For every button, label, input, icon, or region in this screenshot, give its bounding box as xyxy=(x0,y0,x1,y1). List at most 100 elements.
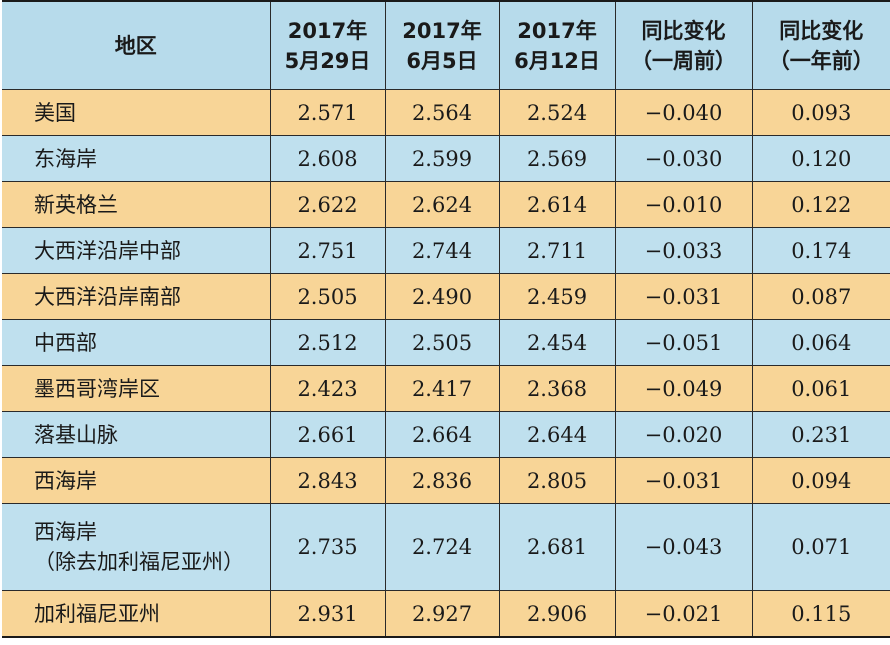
region-label: 美国 xyxy=(34,100,76,125)
value-cell: 2.836 xyxy=(384,457,500,504)
region-label: （除去加利福尼亚州） xyxy=(34,550,244,574)
table-row: 墨西哥湾岸区 2.423 2.417 2.368 −0.049 0.061 xyxy=(2,365,890,412)
column-header-text: 5月29日 xyxy=(284,48,371,73)
table-row: 大西洋沿岸南部 2.505 2.490 2.459 −0.031 0.087 xyxy=(2,273,890,320)
region-cell: 西海岸 xyxy=(2,457,271,504)
region-label: 落基山脉 xyxy=(34,422,118,447)
column-header-text: （一周前） xyxy=(631,48,736,73)
column-header-text: （一年前） xyxy=(768,48,874,73)
column-header: 地区 xyxy=(2,0,271,90)
value-cell: 0.231 xyxy=(751,411,890,458)
region-cell: 大西洋沿岸南部 xyxy=(2,273,271,320)
table-body: 美国 2.571 2.564 2.524 −0.040 0.093 东海岸 2.608 2.59… xyxy=(2,89,890,638)
value-cell: 0.174 xyxy=(751,227,890,274)
value-cell: 2.805 xyxy=(498,457,616,504)
region-label: 加利福尼亚州 xyxy=(34,601,160,626)
value-cell: 2.906 xyxy=(498,590,616,638)
table-row: 加利福尼亚州 2.931 2.927 2.906 −0.021 0.115 xyxy=(2,590,890,638)
region-cell: 美国 xyxy=(2,89,271,136)
column-header-text: 6月5日 xyxy=(406,48,478,73)
header-row: 地区 2017年 5月29日 2017年 6月5日 2017年 6月12日 同比变化 （一周前）… xyxy=(2,0,890,90)
value-cell: 2.744 xyxy=(384,227,500,274)
table-row: 落基山脉 2.661 2.664 2.644 −0.020 0.231 xyxy=(2,411,890,458)
column-header: 2017年 6月5日 xyxy=(384,0,500,90)
column-header-text: 2017年 xyxy=(287,18,368,43)
value-cell: 2.661 xyxy=(269,411,386,458)
value-cell: 0.071 xyxy=(751,503,890,591)
value-cell: −0.021 xyxy=(614,590,753,638)
value-cell: 2.490 xyxy=(384,273,500,320)
column-header-text: 地区 xyxy=(114,33,157,58)
value-cell: −0.043 xyxy=(614,503,753,591)
region-label: 中西部 xyxy=(34,330,97,355)
region-cell: 大西洋沿岸中部 xyxy=(2,227,271,274)
value-cell: 2.417 xyxy=(384,365,500,412)
value-cell: 2.459 xyxy=(498,273,616,320)
value-cell: 0.061 xyxy=(751,365,890,412)
value-cell: −0.031 xyxy=(614,273,753,320)
region-label: 西海岸 xyxy=(34,468,97,493)
value-cell: 2.423 xyxy=(269,365,386,412)
region-label: 大西洋沿岸南部 xyxy=(34,284,181,309)
value-cell: 0.122 xyxy=(751,181,890,228)
value-cell: 0.087 xyxy=(751,273,890,320)
value-cell: 2.505 xyxy=(384,319,500,366)
column-header: 2017年 5月29日 xyxy=(269,0,386,90)
column-header-text: 6月12日 xyxy=(514,48,600,73)
value-cell: 2.599 xyxy=(384,135,500,182)
value-cell: −0.020 xyxy=(614,411,753,458)
value-cell: 2.368 xyxy=(498,365,616,412)
value-cell: 2.624 xyxy=(384,181,500,228)
value-cell: −0.031 xyxy=(614,457,753,504)
value-cell: −0.030 xyxy=(614,135,753,182)
region-cell: 东海岸 xyxy=(2,135,271,182)
region-cell: 中西部 xyxy=(2,319,271,366)
value-cell: 0.094 xyxy=(751,457,890,504)
column-header: 同比变化 （一周前） xyxy=(614,0,753,90)
column-header: 2017年 6月12日 xyxy=(498,0,616,90)
value-cell: 2.564 xyxy=(384,89,500,136)
table-row: 西海岸 2.843 2.836 2.805 −0.031 0.094 xyxy=(2,457,890,504)
value-cell: 2.927 xyxy=(384,590,500,638)
region-cell: 墨西哥湾岸区 xyxy=(2,365,271,412)
region-label: 东海岸 xyxy=(34,146,97,171)
column-header: 同比变化 （一年前） xyxy=(751,0,890,90)
value-cell: 2.681 xyxy=(498,503,616,591)
table-row: 新英格兰 2.622 2.624 2.614 −0.010 0.122 xyxy=(2,181,890,228)
value-cell: 0.120 xyxy=(751,135,890,182)
value-cell: −0.040 xyxy=(614,89,753,136)
region-cell: 落基山脉 xyxy=(2,411,271,458)
value-cell: 2.571 xyxy=(269,89,386,136)
column-header-text: 2017年 xyxy=(517,18,597,43)
value-cell: 2.751 xyxy=(269,227,386,274)
value-cell: 0.064 xyxy=(751,319,890,366)
value-cell: 2.664 xyxy=(384,411,500,458)
column-header-text: 同比变化 xyxy=(779,18,864,43)
value-cell: −0.051 xyxy=(614,319,753,366)
value-cell: 2.512 xyxy=(269,319,386,366)
value-cell: −0.010 xyxy=(614,181,753,228)
value-cell: 2.711 xyxy=(498,227,616,274)
table-row: 中西部 2.512 2.505 2.454 −0.051 0.064 xyxy=(2,319,890,366)
value-cell: 2.454 xyxy=(498,319,616,366)
region-label: 西海岸 xyxy=(34,520,97,544)
table-row: 大西洋沿岸中部 2.751 2.744 2.711 −0.033 0.174 xyxy=(2,227,890,274)
value-cell: 2.505 xyxy=(269,273,386,320)
region-label: 新英格兰 xyxy=(34,192,118,217)
value-cell: −0.049 xyxy=(614,365,753,412)
value-cell: 2.843 xyxy=(269,457,386,504)
value-cell: 0.115 xyxy=(751,590,890,638)
value-cell: 2.644 xyxy=(498,411,616,458)
column-header-text: 2017年 xyxy=(402,18,482,43)
column-header-text: 同比变化 xyxy=(641,18,726,43)
value-cell: 2.622 xyxy=(269,181,386,228)
region-label: 大西洋沿岸中部 xyxy=(34,238,181,263)
value-cell: 2.735 xyxy=(269,503,386,591)
value-cell: 2.524 xyxy=(498,89,616,136)
value-cell: 2.931 xyxy=(269,590,386,638)
region-cell: 加利福尼亚州 xyxy=(2,590,271,638)
table-row: 美国 2.571 2.564 2.524 −0.040 0.093 xyxy=(2,89,890,136)
table-row: 西海岸 （除去加利福尼亚州） 2.735 2.724 2.681 −0.043 0.071 xyxy=(2,503,890,591)
value-cell: 2.614 xyxy=(498,181,616,228)
